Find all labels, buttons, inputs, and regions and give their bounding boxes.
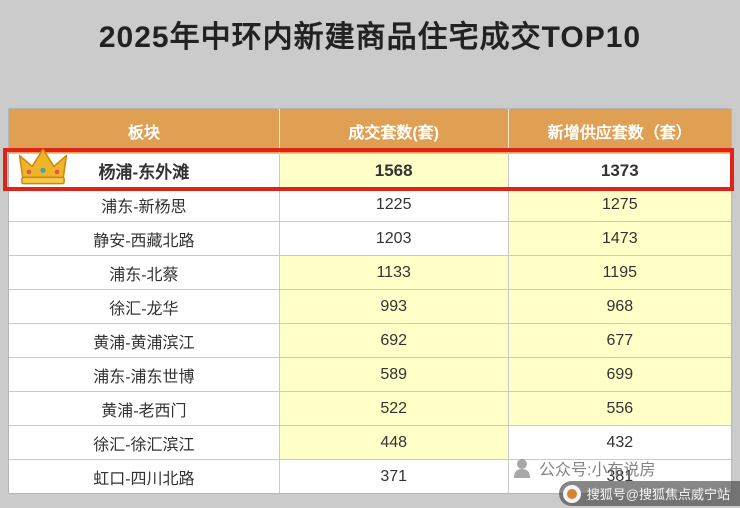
- table-row: 徐汇-徐汇滨江 448 432: [9, 425, 731, 459]
- wechat-watermark: 公众号:小布说房: [510, 456, 655, 480]
- supply-cell: 1275: [508, 188, 731, 221]
- district-cell: 浦东-新杨思: [9, 188, 280, 221]
- table-row: 黄浦-黄浦滨江 692 677: [9, 323, 731, 357]
- mascot-icon: [514, 459, 530, 478]
- deals-cell: 371: [279, 460, 509, 493]
- table-row: 浦东-新杨思 1225 1275: [9, 187, 731, 221]
- sohu-logo-icon: [562, 484, 581, 503]
- supply-cell: 1373: [508, 154, 731, 187]
- district-cell: 黄浦-黄浦滨江: [9, 324, 280, 357]
- header-supply: 新增供应套数（套）: [547, 125, 692, 142]
- deals-cell: 692: [279, 324, 509, 357]
- table-row: 浦东-北蔡 1133 1195: [9, 255, 731, 289]
- crown-icon: [18, 146, 68, 190]
- supply-cell: 432: [508, 426, 731, 459]
- deals-cell: 1133: [279, 256, 509, 289]
- deals-cell: 1225: [279, 188, 509, 221]
- wechat-watermark-text: 公众号:小布说房: [539, 462, 656, 479]
- deals-cell: 1203: [279, 222, 509, 255]
- header-deals: 成交套数(套): [280, 109, 509, 153]
- supply-cell: 677: [508, 324, 731, 357]
- district-cell: 徐汇-龙华: [9, 290, 280, 323]
- supply-cell: 968: [508, 290, 731, 323]
- table-row: 浦东-浦东世博 589 699: [9, 357, 731, 391]
- district-cell: 黄浦-老西门: [9, 392, 280, 425]
- table-row: 徐汇-龙华 993 968: [9, 289, 731, 323]
- deals-cell: 1568: [279, 154, 509, 187]
- supply-cell: 1195: [508, 256, 731, 289]
- table-row: 黄浦-老西门 522 556: [9, 391, 731, 425]
- district-cell: 虹口-四川北路: [9, 460, 280, 493]
- sohu-watermark: 搜狐号@搜狐焦点威宁站: [558, 481, 740, 506]
- table-header-row: 板块 成交套数(套) 新增供应套数（套）: [9, 109, 731, 153]
- district-cell: 浦东-浦东世博: [9, 358, 280, 391]
- sohu-watermark-text: 搜狐号@搜狐焦点威宁站: [586, 487, 730, 502]
- supply-cell: 1473: [508, 222, 731, 255]
- table-row: 静安-西藏北路 1203 1473: [9, 221, 731, 255]
- deals-cell: 448: [279, 426, 509, 459]
- deals-cell: 522: [279, 392, 509, 425]
- deals-cell: 589: [279, 358, 509, 391]
- district-cell: 徐汇-徐汇滨江: [9, 426, 280, 459]
- supply-cell: 556: [508, 392, 731, 425]
- header-district: 板块: [9, 109, 280, 153]
- district-cell: 浦东-北蔡: [9, 256, 280, 289]
- supply-cell: 699: [508, 358, 731, 391]
- page-title: 2025年中环内新建商品住宅成交TOP10: [98, 21, 642, 54]
- deals-cell: 993: [279, 290, 509, 323]
- district-cell: 静安-西藏北路: [9, 222, 280, 255]
- table-body: 杨浦-东外滩 1568 1373 浦东-新杨思 1225 1275 静安-西藏北…: [9, 153, 731, 493]
- ranking-table: 板块 成交套数(套) 新增供应套数（套） 杨浦-东外滩 1568 1373 浦东…: [8, 108, 732, 494]
- table-row: 杨浦-东外滩 1568 1373: [9, 153, 731, 187]
